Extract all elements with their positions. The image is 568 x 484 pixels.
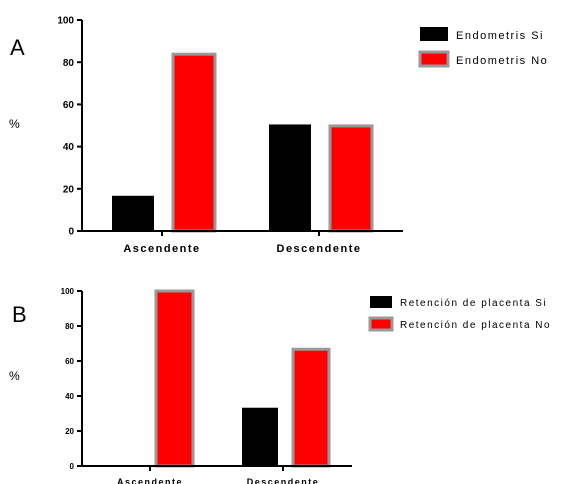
panel-b-bar-no-0 bbox=[154, 289, 195, 468]
panel-b-bar-si-1 bbox=[242, 407, 278, 466]
panel-a-category-label-0: Ascendente bbox=[123, 243, 200, 255]
panel-b-ytick-label-40: 40 bbox=[65, 392, 74, 401]
panel-b-label: B bbox=[12, 302, 27, 327]
panel-a-ytick-label-80: 80 bbox=[63, 58, 75, 69]
panel-b-legend-label-no: Retención de placenta No bbox=[400, 320, 551, 331]
panel-a-category-label-1: Descendente bbox=[277, 243, 362, 255]
panel-a-bar-si-1 bbox=[269, 124, 311, 231]
panel-b-legend-swatch-si bbox=[370, 296, 392, 308]
panel-a-legend-label-no: Endometris No bbox=[456, 55, 548, 67]
panel-a-bar-si-0 bbox=[112, 195, 154, 231]
panel-b-ylabel: % bbox=[9, 369, 20, 383]
panel-b-bar-no-1 bbox=[291, 347, 331, 468]
panel-a-legend-swatch-no bbox=[418, 50, 450, 68]
panel-a-ytick-label-60: 60 bbox=[63, 100, 75, 111]
panel-a-bar-no-1 bbox=[328, 124, 374, 233]
panel-a-label: A bbox=[10, 35, 25, 60]
panel-a-ytick-label-0: 0 bbox=[68, 227, 74, 238]
panel-b-ytick-label-100: 100 bbox=[61, 287, 75, 296]
panel-a-ytick-label-20: 20 bbox=[63, 184, 75, 195]
panel-a-ytick-label-40: 40 bbox=[63, 142, 75, 153]
panel-b-ytick-label-0: 0 bbox=[70, 462, 75, 471]
panel-b-legend-swatch-no bbox=[368, 316, 394, 332]
panel-a-legend-label-si: Endometris Si bbox=[456, 30, 544, 42]
panel-b-legend-label-si: Retención de placenta Si bbox=[400, 298, 547, 309]
panel-a-ylabel: % bbox=[9, 117, 20, 131]
panel-b-ytick-label-20: 20 bbox=[65, 427, 74, 436]
panel-a-legend-swatch-si bbox=[420, 27, 448, 41]
panel-b-category-label-1: Descendente bbox=[247, 477, 320, 484]
panel-b-ytick-label-60: 60 bbox=[65, 357, 74, 366]
panel-a-ytick-label-100: 100 bbox=[57, 16, 74, 27]
panel-a-bar-no-0 bbox=[171, 52, 217, 233]
panel-b-ytick-label-80: 80 bbox=[65, 322, 74, 331]
panel-b-category-label-0: Ascendente bbox=[117, 477, 183, 484]
